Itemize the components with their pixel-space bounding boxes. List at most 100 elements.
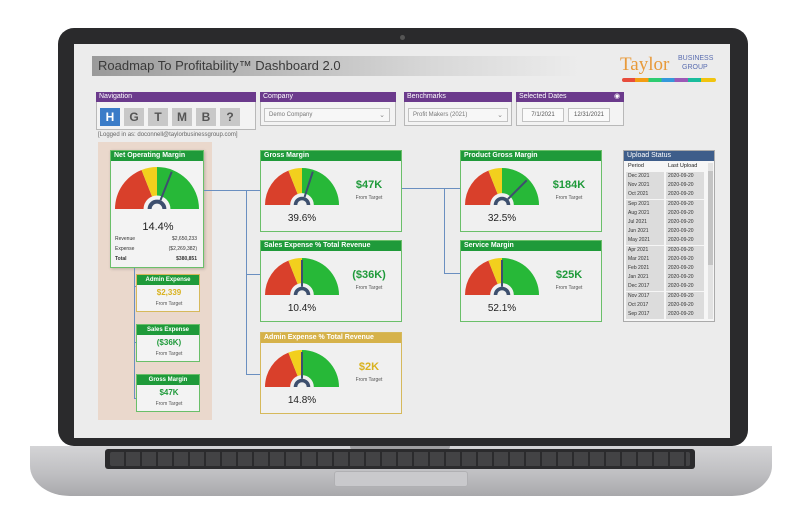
- last-upload-cell: 2020-09-20: [666, 218, 704, 227]
- sales-expense-value: ($36K): [156, 338, 182, 347]
- period-cell: Feb 2021: [626, 264, 664, 273]
- gross-margin-card[interactable]: Gross Margin 39.6% $47K From Target: [260, 150, 402, 232]
- service-margin-value: $25K: [555, 269, 583, 281]
- nav-t-button[interactable]: T: [148, 108, 168, 126]
- admin-expense-title: Admin Expense: [137, 275, 199, 285]
- upload-status-header: Upload Status: [624, 151, 714, 161]
- gauge-yellow-segment: [488, 168, 502, 194]
- company-header: Company: [260, 92, 396, 102]
- service-margin-card[interactable]: Service Margin 52.1% $25K From Target: [460, 240, 602, 322]
- gauge-red-segment: [265, 170, 298, 205]
- company-select-value: Demo Company: [269, 112, 313, 118]
- nav-help-button[interactable]: ?: [220, 108, 240, 126]
- service-margin-gauge: [465, 258, 539, 295]
- last-upload-cell: 2020-09-20: [666, 208, 704, 218]
- period-cell: Jan 2021: [626, 273, 664, 283]
- gauge-yellow-segment: [141, 167, 157, 197]
- net-operating-margin-gauge: [115, 167, 199, 209]
- scroll-thumb[interactable]: [708, 171, 713, 265]
- net-operating-margin-card[interactable]: Net Operating Margin 14.4% Revenue $2,65…: [110, 150, 204, 268]
- gauge-red-segment: [465, 260, 498, 295]
- connector-line: [246, 374, 260, 375]
- gauge-hub: [493, 286, 511, 295]
- last-upload-column-header[interactable]: Last Upload: [668, 163, 698, 169]
- period-cell: Dec 2017: [626, 282, 664, 292]
- sales-expense-gauge-card[interactable]: Sales Expense % Total Revenue 10.4% ($36…: [260, 240, 402, 322]
- company-logo: Taylor BUSINESS GROUP: [620, 54, 720, 84]
- connector-line: [444, 273, 460, 274]
- sales-expense-sub: From Target: [155, 351, 183, 357]
- period-cell: Nov 2021: [626, 181, 664, 191]
- last-upload-cell: 2020-09-20: [666, 264, 704, 273]
- gauge-red-segment: [115, 169, 153, 209]
- upload-status-panel: Upload Status Period Last Upload Dec 202…: [623, 150, 715, 322]
- period-cell: Jul 2021: [626, 218, 664, 227]
- sales-expense-gauge: [265, 258, 339, 295]
- end-date-input[interactable]: 12/31/2021: [568, 108, 610, 122]
- sales-expense-gauge-value: ($36K): [352, 269, 386, 281]
- logo-color-bar: [622, 78, 716, 82]
- webcam: [400, 35, 405, 40]
- period-column-header[interactable]: Period: [628, 163, 644, 169]
- navigation-header: Navigation: [96, 92, 256, 102]
- benchmarks-select[interactable]: Profit Makers (2021) ⌄: [408, 108, 508, 122]
- gross-margin-percent: 39.6%: [287, 213, 317, 224]
- admin-expense-card[interactable]: Admin Expense $2,339 From Target: [136, 274, 200, 312]
- connector-line: [444, 188, 445, 274]
- nav-m-button[interactable]: M: [172, 108, 192, 126]
- upload-status-scrollbar[interactable]: [708, 163, 713, 319]
- sales-expense-gauge-title: Sales Expense % Total Revenue: [261, 241, 401, 251]
- logged-in-label: [Logged in as: doconnell@taylorbusinessg…: [98, 132, 238, 138]
- admin-expense-gauge-title: Admin Expense % Total Revenue: [261, 333, 401, 343]
- product-gross-margin-title: Product Gross Margin: [461, 151, 601, 161]
- last-upload-cell: 2020-09-20: [666, 245, 704, 255]
- gauge-hub: [293, 378, 311, 387]
- connector-line: [246, 274, 260, 275]
- gross-margin-value: $47K: [355, 179, 383, 191]
- period-cell: Dec 2021: [626, 172, 664, 181]
- gauge-yellow-segment: [288, 350, 302, 376]
- revenue-value: $2,650,233: [171, 236, 197, 242]
- product-gross-margin-card[interactable]: Product Gross Margin 32.5% $184K From Ta…: [460, 150, 602, 232]
- nav-g-button[interactable]: G: [124, 108, 144, 126]
- dashboard-screen: Roadmap To Profitability™ Dashboard 2.0 …: [74, 44, 730, 438]
- chevron-down-icon: ⌄: [497, 112, 503, 119]
- gauge-hub: [493, 196, 511, 205]
- dates-header: Selected Dates: [516, 92, 624, 102]
- company-select[interactable]: Demo Company ⌄: [264, 108, 390, 122]
- gauge-green-segment: [502, 258, 539, 295]
- gauge-needle: [159, 171, 173, 201]
- start-date-input[interactable]: 7/1/2021: [522, 108, 564, 122]
- period-cell: Apr 2021: [626, 245, 664, 255]
- admin-expense-percent: 14.8%: [287, 395, 317, 406]
- period-cell: Aug 2021: [626, 208, 664, 218]
- period-cell: Jun 2021: [626, 227, 664, 237]
- chevron-down-icon: ⌄: [379, 112, 385, 119]
- title-bar: Roadmap To Profitability™ Dashboard 2.0: [92, 56, 580, 76]
- product-gross-margin-gauge: [465, 168, 539, 205]
- gross-margin-small-card[interactable]: Gross Margin $47K From Target: [136, 374, 200, 412]
- last-upload-cell: 2020-09-20: [666, 291, 704, 301]
- period-cell: Sep 2017: [626, 310, 664, 319]
- page-title: Roadmap To Profitability™ Dashboard 2.0: [98, 58, 341, 73]
- period-cell: Oct 2021: [626, 190, 664, 200]
- last-upload-cell: 2020-09-20: [666, 310, 704, 319]
- admin-expense-gauge-card[interactable]: Admin Expense % Total Revenue 14.8% $2K …: [260, 332, 402, 414]
- benchmarks-header: Benchmarks: [404, 92, 512, 102]
- reset-dates-icon[interactable]: ◉: [614, 93, 621, 100]
- sales-expense-gauge-sub: From Target: [355, 285, 383, 291]
- gauge-needle: [507, 179, 528, 200]
- gauge-yellow-segment: [488, 258, 502, 284]
- sales-expense-card[interactable]: Sales Expense ($36K) From Target: [136, 324, 200, 362]
- period-cell: May 2021: [626, 236, 664, 246]
- nav-home-button[interactable]: H: [100, 108, 120, 126]
- nav-b-button[interactable]: B: [196, 108, 216, 126]
- last-upload-cell: 2020-09-20: [666, 282, 704, 292]
- product-gross-margin-value: $184K: [552, 179, 586, 191]
- connector-line: [246, 190, 247, 374]
- gauge-needle: [303, 171, 314, 198]
- gauge-hub: [147, 199, 167, 209]
- connector-line: [204, 190, 260, 191]
- gross-margin-gauge: [265, 168, 339, 205]
- gauge-green-segment: [302, 350, 339, 387]
